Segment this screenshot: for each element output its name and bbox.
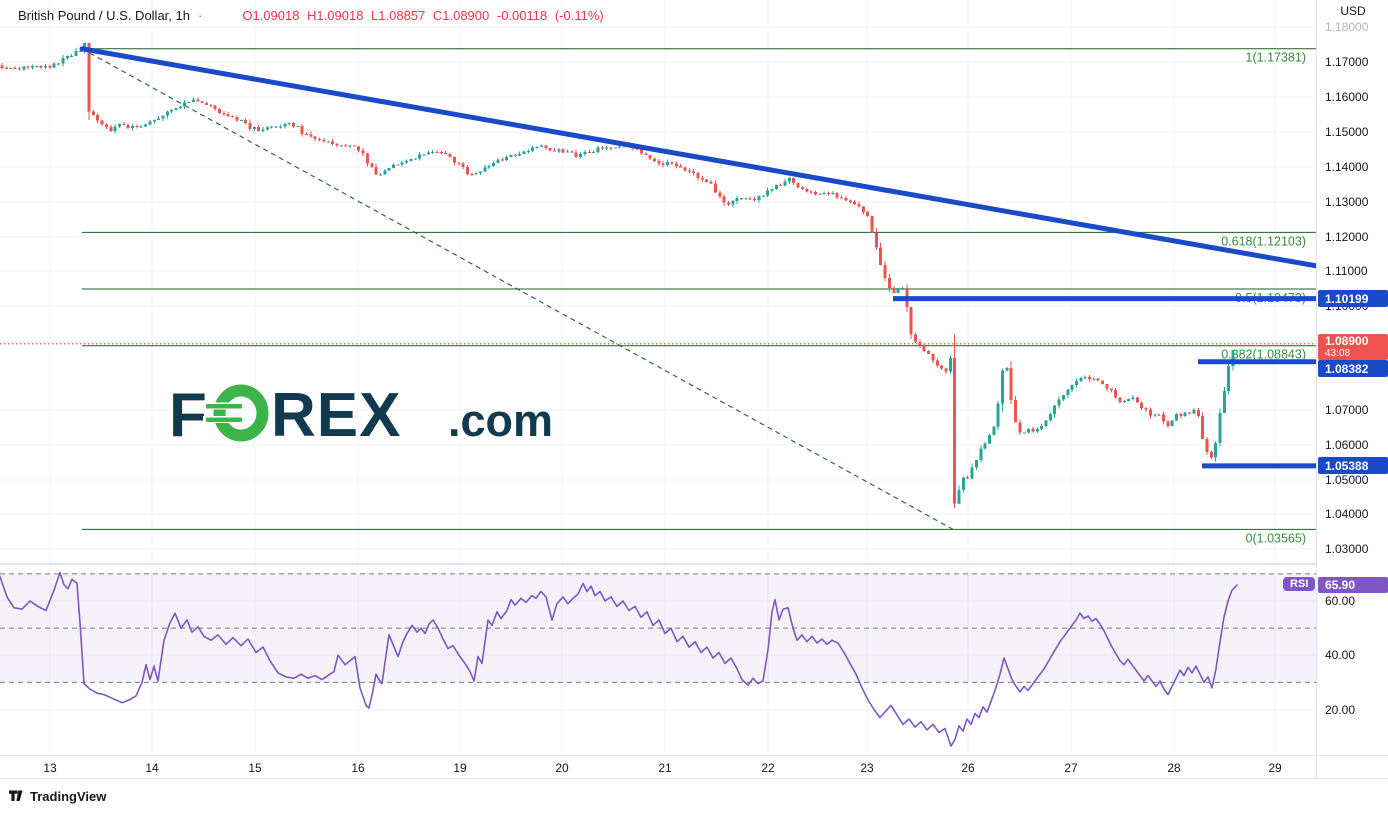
footer: TradingView [0, 778, 1388, 815]
axis-corner-border [1316, 756, 1317, 779]
rsi-axis-label: 60.00 [1325, 594, 1356, 608]
watermark-letter-f: F [169, 381, 208, 448]
time-axis-label: 13 [43, 761, 57, 775]
time-axis-label: 22 [761, 761, 775, 775]
rsi-chart[interactable] [0, 565, 1316, 753]
price-axis[interactable]: USD 1.18000 1.17000 1.16000 1.15000 1.14000 1… [1316, 0, 1388, 755]
rsi-pane[interactable]: RSI [0, 565, 1316, 753]
price-axis-label: 1.17000 [1325, 55, 1369, 69]
watermark-o-bar-top [206, 404, 242, 409]
fib-label-1: 1(1.17381) [1246, 51, 1306, 65]
time-axis-label: 16 [351, 761, 365, 775]
badge-price: 1.10199 [1325, 291, 1369, 306]
fib-label-0.382: 0.382(1.08843) [1221, 348, 1306, 362]
badge-price: 1.05388 [1325, 458, 1369, 473]
watermark-letters-rex: REX [271, 381, 401, 448]
time-axis-label: 28 [1167, 761, 1181, 775]
price-axis-label: 1.15000 [1325, 125, 1369, 139]
rsi-line[interactable] [0, 571, 1238, 747]
symbol-title[interactable]: British Pound / U.S. Dollar, 1h [18, 8, 190, 23]
watermark-o-ring [213, 384, 269, 442]
currency-label: USD [1340, 4, 1366, 18]
fib-baseline-dashed[interactable] [81, 48, 954, 530]
price-level-badge: 1.08382 [1318, 360, 1388, 377]
time-axis[interactable]: 13 14 15 16 19 20 21 22 23 26 27 28 29 [0, 755, 1388, 779]
price-axis-label: 1.13000 [1325, 195, 1369, 209]
tradingview-logo-text: TradingView [30, 788, 107, 804]
legend: British Pound / U.S. Dollar, 1h · O1.090… [18, 8, 604, 23]
price-axis-label: 1.14000 [1325, 160, 1369, 174]
price-axis-label: 1.11000 [1325, 264, 1368, 278]
price-axis-label: 1.04000 [1325, 507, 1369, 521]
pane-separator[interactable] [0, 563, 1388, 565]
rsi-name-badge: RSI [1283, 577, 1316, 591]
time-axis-label: 20 [555, 761, 569, 775]
time-axis-label: 26 [961, 761, 975, 775]
legend-ohlc-values: O1.09018 H1.09018 L1.08857 C1.08900 -0.0… [242, 8, 604, 23]
badge-price: 1.08382 [1325, 361, 1369, 376]
time-axis-label: 15 [248, 761, 262, 775]
fib-label-0.618: 0.618(1.12103) [1221, 234, 1306, 248]
price-level-badge: 1.05388 [1318, 457, 1388, 474]
price-axis-label: 1.16000 [1325, 90, 1369, 104]
bar-countdown: 43:08 [1325, 348, 1351, 360]
candlestick-chart[interactable]: 1(1.17381)0.618(1.12103)0.5(1.10473)0.38… [0, 0, 1316, 563]
price-axis-label: 1.18000 [1325, 20, 1369, 34]
price-level-badge: 1.10199 [1318, 290, 1388, 307]
forex-logo: F REX .com [169, 381, 553, 448]
time-axis-label: 14 [145, 761, 159, 775]
price-axis-label: 1.12000 [1325, 230, 1369, 244]
rsi-axis-label: 20.00 [1325, 703, 1356, 717]
time-axis-label: 19 [453, 761, 467, 775]
tradingview-logo[interactable]: TradingView [8, 788, 106, 804]
forex-watermark: F REX .com [165, 378, 585, 448]
time-axis-label: 21 [658, 761, 672, 775]
rsi-value-badge: 65.90 [1318, 577, 1388, 593]
last-price-badge: 1.08900 43:08 [1318, 334, 1388, 360]
price-pane[interactable]: 1(1.17381)0.618(1.12103)0.5(1.10473)0.38… [0, 0, 1316, 563]
time-axis-label: 29 [1268, 761, 1282, 775]
rsi-grid [0, 565, 1316, 753]
rsi-axis-label: 40.00 [1325, 648, 1356, 662]
descending-trendline[interactable] [79, 46, 1316, 269]
watermark-dot-com: .com [448, 395, 553, 446]
price-axis-label: 1.07000 [1325, 403, 1369, 417]
badge-price: 1.08900 [1325, 333, 1369, 348]
candles [0, 43, 1235, 509]
fib-label-0: 0(1.03565) [1246, 531, 1306, 545]
price-axis-label: 1.06000 [1325, 438, 1369, 452]
price-axis-label: 1.03000 [1325, 542, 1369, 556]
watermark-o-bar-bottom [206, 417, 242, 422]
price-grid [0, 0, 1316, 563]
legend-separator: · [197, 8, 203, 23]
time-axis-label: 23 [860, 761, 874, 775]
price-axis-label: 1.05000 [1325, 473, 1369, 487]
time-axis-label: 27 [1064, 761, 1078, 775]
tradingview-logo-icon [9, 790, 23, 801]
